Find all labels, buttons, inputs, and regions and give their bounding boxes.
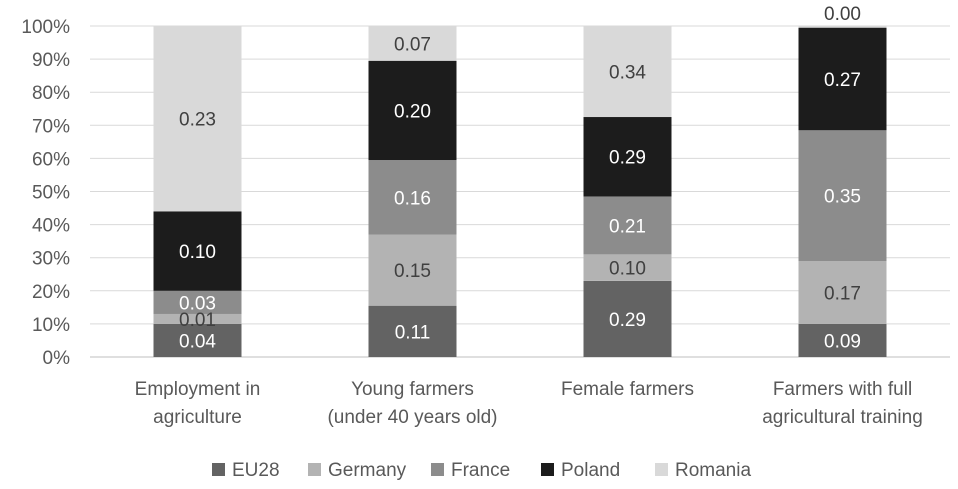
bar-segment-poland [153, 211, 242, 291]
x-axis-category-labels: Employment in agriculture Young farmers (un… [135, 379, 923, 428]
bar-segment-germany [368, 234, 457, 306]
x-category-label-line: agriculture [153, 407, 242, 428]
x-category-label: Farmers with full agricultural training [762, 379, 923, 428]
data-label: 0.00 [824, 4, 861, 25]
data-label: 0.29 [609, 310, 646, 331]
legend-label: EU28 [232, 460, 280, 481]
x-category-label-line: (under 40 years old) [327, 407, 497, 428]
legend-label: Romania [675, 460, 751, 481]
bar-segment-romania [153, 26, 242, 212]
bar-segment-poland [583, 117, 672, 197]
x-category-label-line: agricultural training [762, 407, 923, 428]
y-tick-label: 50% [32, 183, 70, 204]
x-category-label: Employment in agriculture [135, 379, 261, 428]
data-label: 0.15 [394, 261, 431, 282]
legend-swatch-poland [541, 463, 554, 476]
bar-segment-germany [583, 254, 672, 281]
legend-swatch-germany [308, 463, 321, 476]
y-axis-tick-labels: 0% 10% 20% 30% 40% 50% 60% 70% 80% 90% 100% [21, 17, 70, 369]
y-tick-label: 90% [32, 50, 70, 71]
data-label: 0.17 [824, 283, 861, 304]
data-label: 0.04 [179, 331, 216, 352]
bar-segment-poland [368, 60, 457, 161]
y-tick-label: 100% [21, 17, 70, 38]
y-tick-label: 40% [32, 216, 70, 237]
y-tick-label: 60% [32, 149, 70, 170]
bar-segment-romania [583, 26, 672, 118]
bar-segment-poland [798, 27, 887, 131]
x-category-label: Female farmers [561, 379, 694, 400]
bar-segment-france [583, 196, 672, 255]
data-label: 0.10 [179, 242, 216, 263]
data-labels: 0.040.010.03 0.10 0.23 0.11 0.15 0.16 0.20 0.07… [179, 4, 861, 352]
legend-label: France [451, 460, 510, 481]
data-label: 0.11 [395, 322, 431, 343]
x-category-label: Young farmers (under 40 years old) [327, 379, 497, 428]
data-label: 0.03 [179, 293, 216, 314]
legend-swatch-france [431, 463, 444, 476]
legend-swatch-eu28 [212, 463, 225, 476]
bar-segment-germany [798, 261, 887, 324]
data-label: 0.20 [394, 101, 431, 122]
data-label: 0.07 [394, 34, 431, 55]
data-label: 0.27 [824, 70, 861, 91]
y-tick-label: 80% [32, 83, 70, 104]
x-category-label-line: Farmers with full [773, 379, 912, 400]
y-tick-label: 20% [32, 282, 70, 303]
data-label: 0.35 [824, 187, 861, 208]
bar-segment-eu28 [153, 323, 242, 357]
x-category-label-line: Female farmers [561, 379, 694, 400]
data-label: 0.16 [394, 188, 431, 209]
bar-segment-eu28 [368, 305, 457, 357]
bars [153, 26, 887, 357]
bar-segment-france [153, 290, 242, 314]
y-tick-label: 70% [32, 116, 70, 137]
data-label: 0.21 [609, 216, 646, 237]
data-label: 0.34 [609, 63, 646, 84]
legend-swatch-romania [655, 463, 668, 476]
bar-segment-romania [368, 26, 457, 61]
data-label: 0.10 [609, 259, 646, 280]
y-tick-label: 30% [32, 249, 70, 270]
x-category-label-line: Employment in [135, 379, 261, 400]
legend-label: Germany [328, 460, 407, 481]
bar-segment-germany [153, 313, 242, 324]
data-label: 0.01 [179, 310, 216, 331]
data-label: 0.29 [609, 148, 646, 169]
data-label: 0.09 [824, 331, 861, 352]
legend: EU28 Germany France Poland Romania [212, 460, 751, 481]
y-tick-label: 10% [32, 315, 70, 336]
bar-segment-eu28 [798, 323, 887, 357]
bar-segment-eu28 [583, 280, 672, 357]
bar-segment-france [798, 130, 887, 262]
bar-segment-romania [798, 26, 887, 28]
data-label: 0.23 [179, 110, 216, 131]
legend-label: Poland [561, 460, 620, 481]
x-category-label-line: Young farmers [351, 379, 474, 400]
y-tick-label: 0% [43, 348, 71, 369]
bar-segment-france [368, 160, 457, 235]
